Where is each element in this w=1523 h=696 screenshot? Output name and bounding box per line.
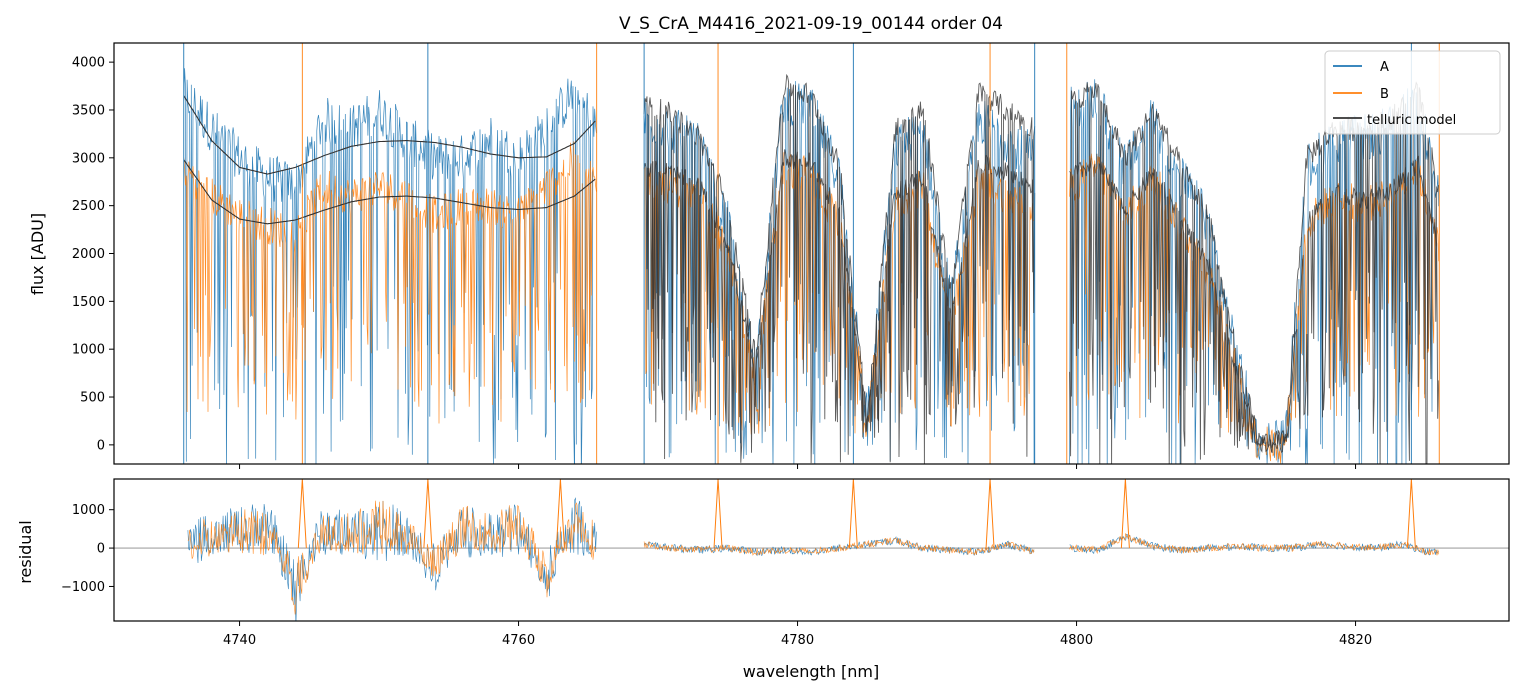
flux-y-tick-label: 4000 <box>72 56 105 71</box>
telluric-model-b-segment-2 <box>1069 153 1440 453</box>
flux-series-b-segment-2 <box>1069 153 1440 464</box>
residual-spike <box>985 479 995 549</box>
x-tick-label: 4820 <box>1339 633 1372 648</box>
flux-y-tick-label: 0 <box>97 438 105 453</box>
legend-label-model: telluric model <box>1367 113 1456 128</box>
residual-series-b-segment-1 <box>643 537 1035 556</box>
residual-panel: 1000 0 −1000 residual <box>16 478 1510 622</box>
telluric-model-a-segment-1 <box>643 73 1036 464</box>
flux-y-tick-label: 2500 <box>72 199 105 214</box>
flux-series-b-segment-1 <box>643 152 1035 437</box>
residual-series-b-segment-0 <box>187 500 597 615</box>
residual-series-a-segment-2 <box>1069 534 1439 556</box>
telluric-model-b-segment-0 <box>183 159 596 225</box>
residual-y-tick-label: 1000 <box>72 503 105 518</box>
telluric-model-b-segment-1 <box>643 149 1036 434</box>
legend: A B telluric model <box>1324 50 1501 135</box>
legend-label-a: A <box>1380 60 1389 75</box>
flux-y-ticks: 0 500 1000 1500 2000 2500 3000 3500 4000 <box>72 56 114 453</box>
flux-y-tick-label: 3500 <box>72 103 105 118</box>
residual-spike <box>713 479 723 549</box>
flux-panel: 0 500 1000 1500 2000 2500 3000 3500 4000 flux [A… <box>28 42 1510 465</box>
residual-series <box>114 479 1509 621</box>
legend-label-b: B <box>1380 87 1389 102</box>
residual-spike <box>297 479 307 549</box>
residual-spike <box>1406 479 1416 549</box>
flux-series-a-segment-0 <box>183 68 597 464</box>
x-tick-label: 4760 <box>502 633 535 648</box>
residual-spike <box>848 479 858 549</box>
residual-spike <box>1120 479 1130 549</box>
residual-y-axis-label: residual <box>16 520 35 583</box>
telluric-model-a-segment-0 <box>183 95 596 175</box>
residual-y-tick-label: −1000 <box>61 580 105 595</box>
flux-y-tick-label: 500 <box>80 391 105 406</box>
flux-y-tick-label: 1500 <box>72 295 105 310</box>
flux-y-axis-label: flux [ADU] <box>28 213 47 295</box>
chart-title: V_S_CrA_M4416_2021-09-19_00144 order 04 <box>619 14 1003 34</box>
residual-y-ticks: 1000 0 −1000 <box>61 503 114 595</box>
residual-y-tick-label: 0 <box>97 542 105 557</box>
flux-series-a-segment-1 <box>643 81 1035 464</box>
residual-axes-frame <box>113 478 1510 622</box>
flux-series <box>183 43 1440 464</box>
x-ticks: 4740 4760 4780 4800 4820 <box>223 464 1372 648</box>
x-axis-label: wavelength [nm] <box>743 662 880 681</box>
flux-series-b-segment-0 <box>183 141 597 424</box>
residual-series-a-segment-0 <box>187 497 597 621</box>
residual-spike <box>423 479 433 549</box>
flux-y-tick-label: 1000 <box>72 343 105 358</box>
flux-y-tick-label: 2000 <box>72 247 105 262</box>
legend-box <box>1324 50 1501 135</box>
x-tick-label: 4780 <box>781 633 814 648</box>
flux-y-tick-label: 3000 <box>72 151 105 166</box>
residual-series-b-segment-2 <box>1069 533 1439 556</box>
x-tick-label: 4740 <box>223 633 256 648</box>
residual-series-a-segment-1 <box>643 536 1035 557</box>
residual-spike <box>555 479 565 549</box>
x-tick-label: 4800 <box>1060 633 1093 648</box>
